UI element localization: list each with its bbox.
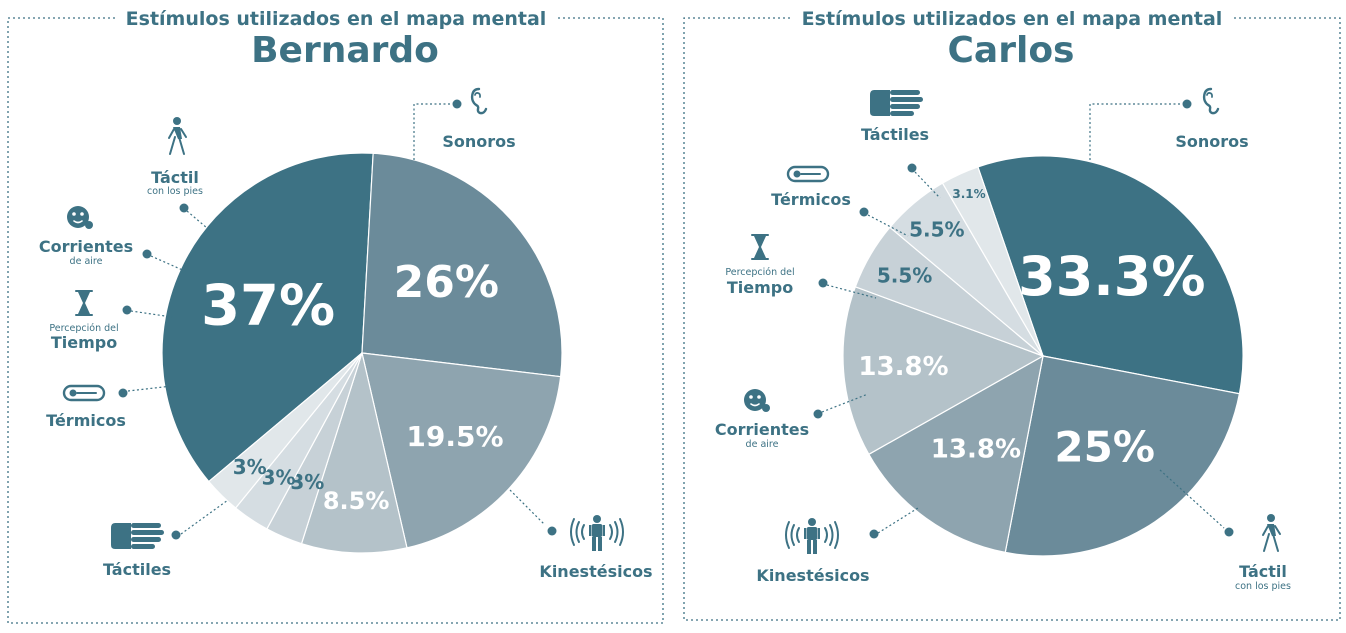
data-label-tactil_pies: 3% [233, 455, 267, 479]
panel-header: Estímulos utilizados en el mapa mental [802, 8, 1223, 30]
svg-text:Percepción del: Percepción del [49, 323, 118, 334]
svg-text:Corrientes: Corrientes [715, 420, 809, 439]
svg-text:con los pies: con los pies [1235, 581, 1291, 592]
svg-text:Kinestésicos: Kinestésicos [756, 566, 869, 585]
category-tiempo: Percepción del Tiempo [725, 234, 877, 299]
svg-text:Táctil: Táctil [151, 168, 199, 187]
category-tactil-pies: Táctil con los pies [1159, 469, 1291, 592]
pie-slice-tactiles [941, 166, 1044, 357]
pie-slice-sonoros [977, 155, 1244, 395]
svg-text:con los pies: con los pies [147, 186, 203, 197]
panel-header: Estímulos utilizados en el mapa mental [126, 8, 547, 30]
svg-text:Térmicos: Térmicos [46, 411, 126, 430]
svg-text:Sonoros: Sonoros [442, 132, 515, 151]
data-label-tactiles: 3.1% [952, 187, 985, 201]
pie-slice-corrientes [842, 286, 1045, 456]
panel-carlos: Estímulos utilizados en el mapa mental C… [683, 8, 1341, 621]
face-blowing-icon [66, 205, 94, 230]
svg-text:Táctiles: Táctiles [861, 125, 929, 144]
data-label-termicos: 5.5% [909, 218, 964, 242]
svg-text:Térmicos: Térmicos [771, 190, 851, 209]
thermometer-icon [786, 165, 830, 183]
data-label-tactil_pies: 25% [1054, 423, 1155, 472]
data-label-tiempo: 5.5% [877, 264, 932, 288]
category-sonoros: Sonoros [413, 87, 516, 160]
svg-text:de aire: de aire [746, 439, 779, 450]
kinesthetic-icon [785, 517, 839, 555]
walking-person-icon [168, 116, 187, 155]
pie-slice-tactil_pies [1004, 355, 1241, 557]
category-tiempo: Percepción del Tiempo [49, 290, 173, 352]
hand-icon [111, 523, 164, 549]
ear-icon [1202, 87, 1220, 115]
category-kinestesicos: Kinestésicos [756, 507, 919, 585]
category-corrientes: Corrientes de aire [715, 388, 869, 450]
pie-slice-kinestesicos [361, 152, 563, 378]
svg-text:Percepción del: Percepción del [725, 267, 794, 278]
panel-bernardo: Estímulos utilizados en el mapa mental B… [7, 8, 664, 624]
kinesthetic-icon [570, 514, 624, 552]
hourglass-icon [75, 290, 93, 316]
pie-chart-bernardo: 37% 26%19.5%8.5%3%3%3% [161, 152, 563, 554]
face-blowing-icon [743, 388, 771, 413]
pie-slice-kinestesicos [868, 354, 1044, 554]
category-termicos: Térmicos [771, 165, 909, 237]
pie-slice-tactiles [361, 352, 562, 549]
svg-text:Táctil: Táctil [1239, 562, 1287, 581]
svg-text:de aire: de aire [70, 256, 103, 267]
svg-text:Tiempo: Tiempo [51, 333, 117, 352]
category-tactiles: Táctiles [103, 499, 229, 579]
category-tactiles: Táctiles [861, 90, 941, 199]
pie-slice-termicos [300, 350, 408, 554]
svg-text:Corrientes: Corrientes [39, 237, 133, 256]
data-label-sonoros: 33.3% [1018, 245, 1205, 308]
category-corrientes: Corrientes de aire [39, 205, 188, 273]
data-label-tactiles: 19.5% [406, 420, 503, 453]
hourglass-icon [751, 234, 769, 260]
svg-text:Sonoros: Sonoros [1175, 132, 1248, 151]
category-kinestesicos: Kinestésicos [509, 489, 653, 581]
thermometer-icon [62, 384, 106, 402]
svg-text:Táctiles: Táctiles [103, 560, 171, 579]
svg-text:Kinestésicos: Kinestésicos [539, 562, 652, 581]
walking-person-icon [1262, 513, 1281, 552]
hand-icon [870, 90, 923, 116]
chart-title: Bernardo [251, 30, 439, 71]
category-tactil-pies: Táctil con los pies [147, 116, 208, 229]
panel-frame [7, 17, 664, 624]
pie-chart-carlos: 33.3% 25% 13.8% 13.8% 5.5% 5.5% 3.1% [842, 155, 1244, 557]
svg-text:Tiempo: Tiempo [727, 278, 793, 297]
data-label-kinestesicos: 26% [394, 257, 499, 308]
data-label-corrientes: 13.8% [858, 352, 948, 382]
category-termicos: Térmicos [46, 384, 173, 430]
panel-frame [683, 17, 1341, 621]
data-label-kinestesicos: 13.8% [931, 434, 1021, 464]
data-label-sonoros: 37% [201, 274, 335, 339]
pie-slice-tactil_pies [207, 352, 363, 509]
category-sonoros: Sonoros [1089, 87, 1249, 160]
pie-slice-sonoros [161, 152, 374, 483]
chart-title: Carlos [948, 30, 1075, 71]
data-label-termicos: 8.5% [323, 487, 390, 515]
ear-icon [470, 87, 488, 115]
